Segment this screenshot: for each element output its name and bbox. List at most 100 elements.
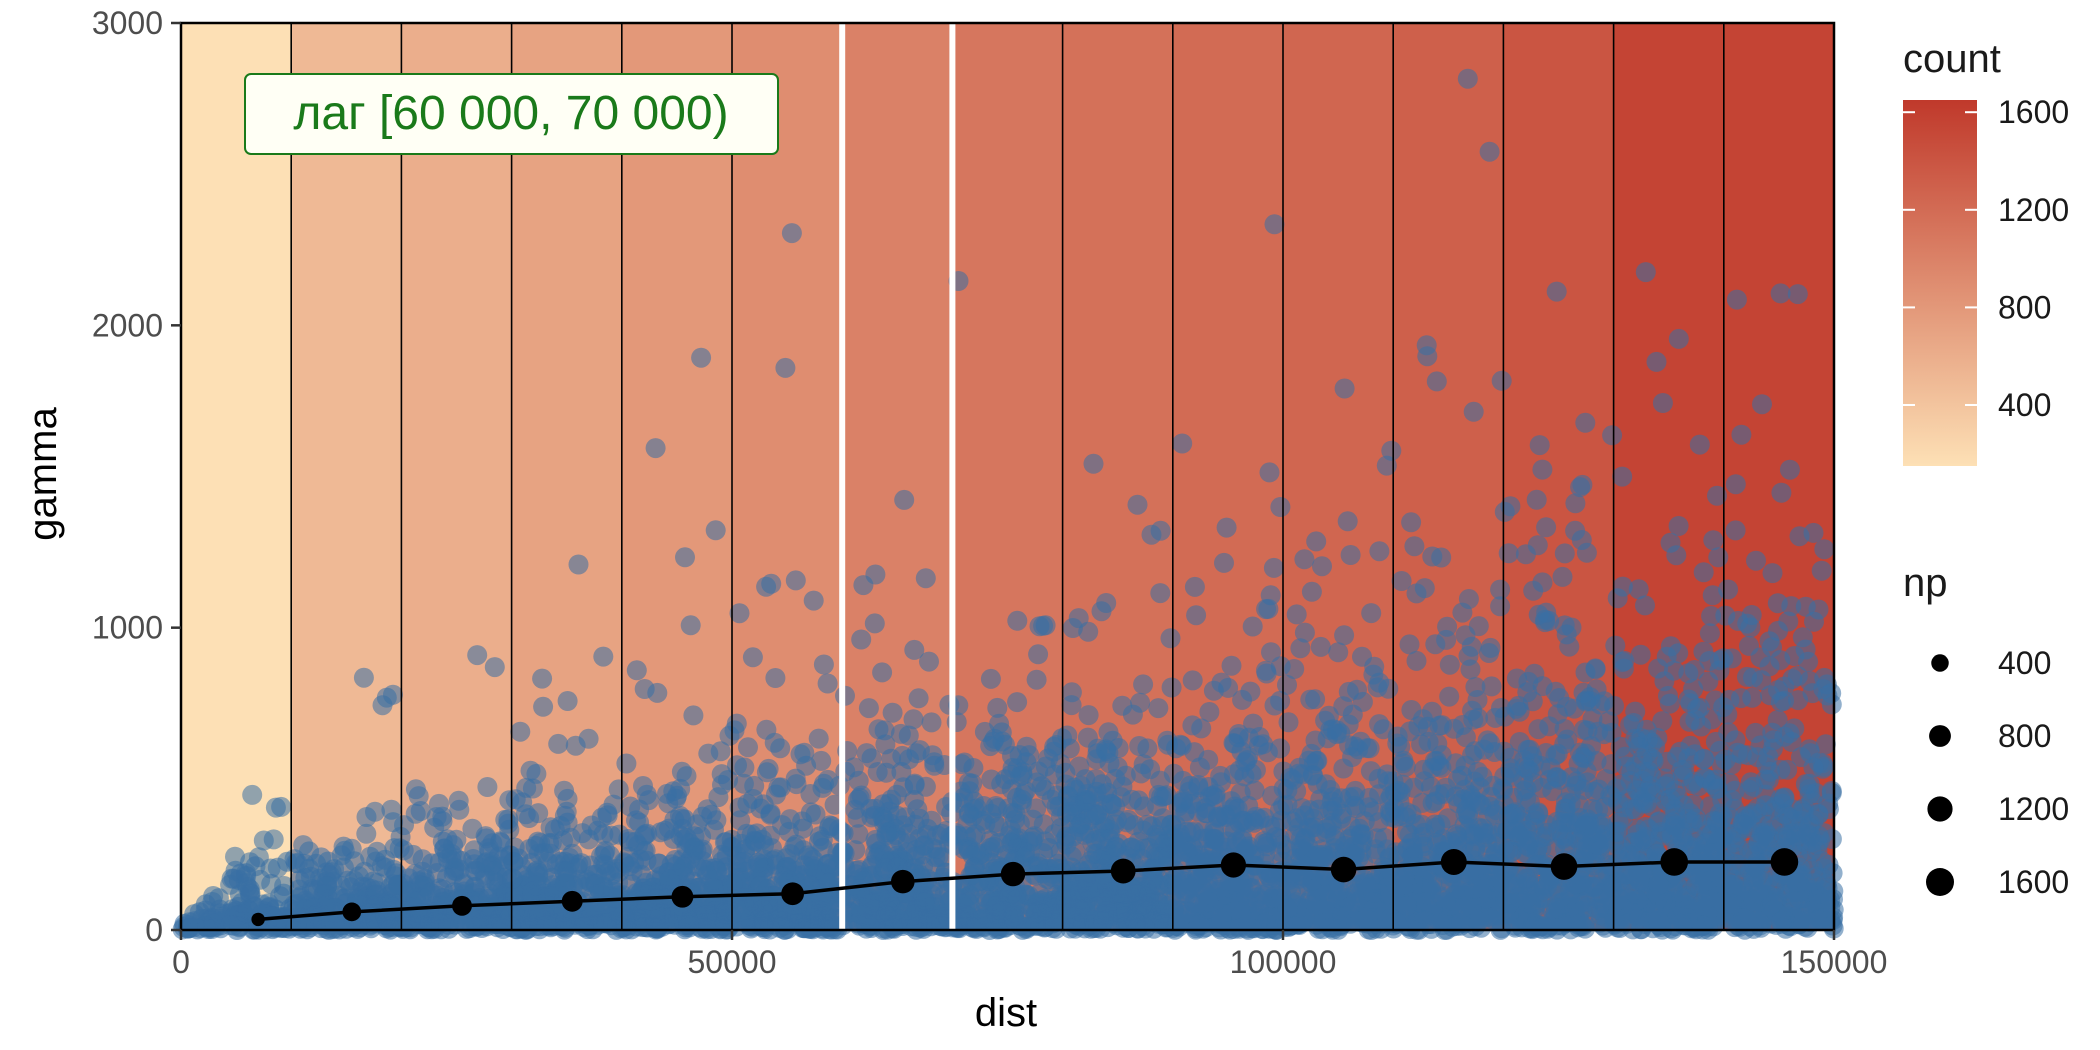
cloud-point <box>1660 636 1681 657</box>
cloud-point <box>1010 766 1031 787</box>
cloud-point <box>958 892 979 913</box>
cloud-point <box>1182 670 1203 691</box>
cloud-point <box>1451 913 1472 934</box>
cloud-point <box>273 883 294 904</box>
cloud-point <box>1565 520 1586 541</box>
cloud-point <box>1708 547 1729 568</box>
cloud-point <box>1725 474 1746 495</box>
cloud-point <box>1678 835 1699 856</box>
cloud-point <box>1294 549 1315 570</box>
cloud-point <box>1035 615 1056 636</box>
cloud-point <box>528 803 549 824</box>
cloud-point <box>356 807 377 827</box>
cloud-point <box>1767 593 1788 614</box>
cloud-point <box>1007 610 1028 631</box>
cloud-point <box>593 646 614 667</box>
cloud-point <box>1439 654 1460 675</box>
cloud-point <box>1228 724 1249 744</box>
cloud-point <box>1588 779 1609 800</box>
cloud-point <box>225 846 245 867</box>
cloud-point <box>697 799 718 820</box>
cloud-point <box>1815 734 1836 755</box>
cloud-point <box>1693 562 1714 583</box>
cloud-point <box>1463 401 1484 422</box>
cloud-point <box>520 760 541 781</box>
cloud-point <box>1672 766 1693 787</box>
cloud-point <box>1612 576 1633 597</box>
cloud-point <box>316 876 337 897</box>
cloud-point <box>1401 512 1422 533</box>
cloud-point <box>1270 690 1291 711</box>
cloud-point <box>719 916 740 937</box>
cloud-point <box>1481 676 1502 697</box>
cloud-point <box>919 651 939 672</box>
cloud-point <box>242 784 263 805</box>
cloud-point <box>179 917 200 938</box>
cloud-point <box>671 808 692 829</box>
cloud-point <box>1821 782 1842 803</box>
cloud-point <box>629 812 650 833</box>
cloud-point <box>729 603 750 624</box>
cloud-point <box>1529 435 1550 456</box>
cloud-point <box>781 223 802 244</box>
cloud-point <box>980 736 1001 757</box>
cloud-point <box>1546 281 1567 302</box>
cloud-point <box>927 825 947 846</box>
cloud-point <box>750 798 771 819</box>
cloud-point <box>462 818 483 839</box>
cloud-point <box>1526 489 1547 510</box>
cloud-point <box>436 867 457 888</box>
cloud-point <box>1270 497 1291 517</box>
cloud-point <box>915 568 936 589</box>
cloud-point <box>1260 585 1281 606</box>
cloud-point <box>1328 642 1349 663</box>
cloud-point <box>1556 624 1577 645</box>
cloud-point <box>1530 827 1551 848</box>
cloud-point <box>375 857 396 878</box>
cloud-point <box>1333 758 1354 779</box>
cloud-point <box>1310 636 1331 657</box>
cloud-point <box>1404 536 1425 557</box>
cloud-point <box>1161 677 1182 698</box>
cloud-point <box>626 660 647 681</box>
cloud-point <box>1721 754 1742 775</box>
cloud-point <box>734 851 755 872</box>
cloud-point <box>903 709 924 730</box>
cloud-point <box>263 829 284 850</box>
cloud-point <box>1774 787 1795 808</box>
cloud-point <box>811 750 832 771</box>
cloud-point <box>1532 572 1553 593</box>
cloud-point <box>1799 739 1820 760</box>
cloud-point <box>532 668 553 689</box>
cloud-point <box>1787 666 1808 686</box>
cloud-point <box>1264 214 1285 235</box>
cloud-point <box>477 777 498 797</box>
cloud-point <box>1564 698 1585 719</box>
cloud-point <box>1035 756 1056 777</box>
cloud-point <box>353 667 374 688</box>
cloud-point <box>1055 762 1076 783</box>
cloud-point <box>711 764 732 785</box>
cloud-point <box>548 733 569 754</box>
cloud-point <box>1249 727 1270 747</box>
cloud-point <box>1240 878 1261 899</box>
cloud-point <box>1286 604 1307 625</box>
cloud-point <box>898 725 919 746</box>
cloud-point <box>904 639 925 660</box>
cloud-point <box>1416 892 1437 913</box>
cloud-point <box>1770 283 1791 304</box>
cloud-point <box>1334 625 1355 646</box>
cloud-point <box>1702 585 1723 606</box>
cloud-point <box>1028 644 1049 665</box>
cloud-point <box>1758 746 1779 767</box>
cloud-point <box>798 845 819 866</box>
cloud-point <box>1803 757 1824 778</box>
cloud-point <box>1460 824 1481 845</box>
cloud-point <box>271 796 292 817</box>
cloud-point <box>1726 289 1747 310</box>
cloud-point <box>1457 68 1478 89</box>
cloud-point <box>1576 542 1597 563</box>
cloud-point <box>381 799 402 820</box>
cloud-point <box>1458 589 1479 609</box>
cloud-point <box>1256 663 1277 684</box>
